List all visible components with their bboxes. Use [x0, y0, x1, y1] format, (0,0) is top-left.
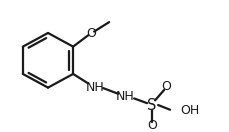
Text: OH: OH — [179, 104, 199, 117]
Text: O: O — [147, 119, 156, 132]
Text: O: O — [86, 27, 96, 40]
Text: NH: NH — [115, 90, 134, 103]
Text: O: O — [161, 80, 170, 93]
Text: NH: NH — [85, 81, 104, 94]
Text: S: S — [147, 98, 156, 113]
